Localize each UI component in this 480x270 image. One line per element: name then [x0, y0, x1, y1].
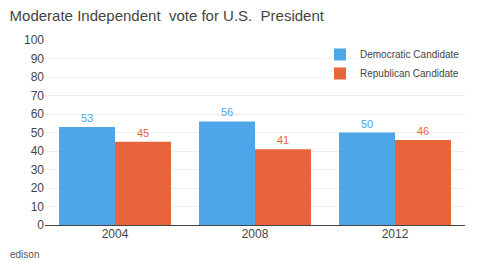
svg-text:46: 46	[417, 125, 429, 137]
svg-text:20: 20	[31, 181, 45, 195]
svg-text:80: 80	[31, 70, 45, 84]
svg-text:41: 41	[277, 134, 289, 146]
svg-text:2004: 2004	[102, 227, 129, 241]
svg-text:Moderate Independent vote for: Moderate Independent vote for U.S. Presi…	[10, 7, 325, 24]
svg-text:edison: edison	[10, 249, 39, 260]
svg-text:0: 0	[37, 218, 44, 232]
svg-text:40: 40	[31, 144, 45, 158]
svg-text:2008: 2008	[242, 227, 269, 241]
svg-text:10: 10	[31, 200, 45, 214]
svg-text:45: 45	[137, 127, 149, 139]
svg-text:50: 50	[31, 126, 45, 140]
svg-text:60: 60	[31, 107, 45, 121]
svg-text:53: 53	[81, 112, 93, 124]
svg-text:100: 100	[24, 33, 44, 47]
svg-text:70: 70	[31, 89, 45, 103]
svg-text:50: 50	[361, 118, 373, 130]
svg-text:30: 30	[31, 163, 45, 177]
svg-text:56: 56	[221, 106, 233, 118]
svg-text:Democratic Candidate: Democratic Candidate	[360, 49, 459, 60]
svg-text:Republican Candidate: Republican Candidate	[360, 68, 459, 79]
svg-text:2012: 2012	[382, 227, 409, 241]
svg-text:90: 90	[31, 52, 45, 66]
